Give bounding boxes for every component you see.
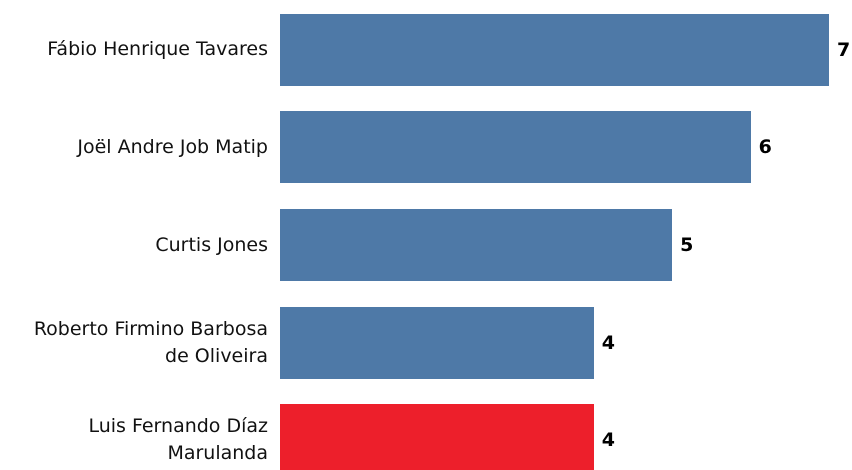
value-label: 4 [601, 429, 615, 452]
bar [280, 306, 594, 379]
bar [280, 111, 751, 184]
bar [280, 209, 673, 281]
y-tick-label: Joël Andre Job Matip [77, 135, 268, 158]
y-tick-label: Roberto Firmino Barbosa de Oliveira [33, 317, 268, 367]
bar [280, 13, 829, 86]
value-label: 5 [680, 234, 694, 256]
bar [280, 404, 594, 470]
value-label: 7 [837, 38, 851, 61]
y-tick-label: Curtis Jones [155, 233, 268, 256]
value-label: 6 [758, 136, 772, 159]
value-label: 4 [601, 331, 615, 354]
y-tick-label: Fábio Henrique Tavares [47, 38, 268, 61]
y-tick-label: Luis Fernando Díaz Marulanda [88, 415, 268, 465]
